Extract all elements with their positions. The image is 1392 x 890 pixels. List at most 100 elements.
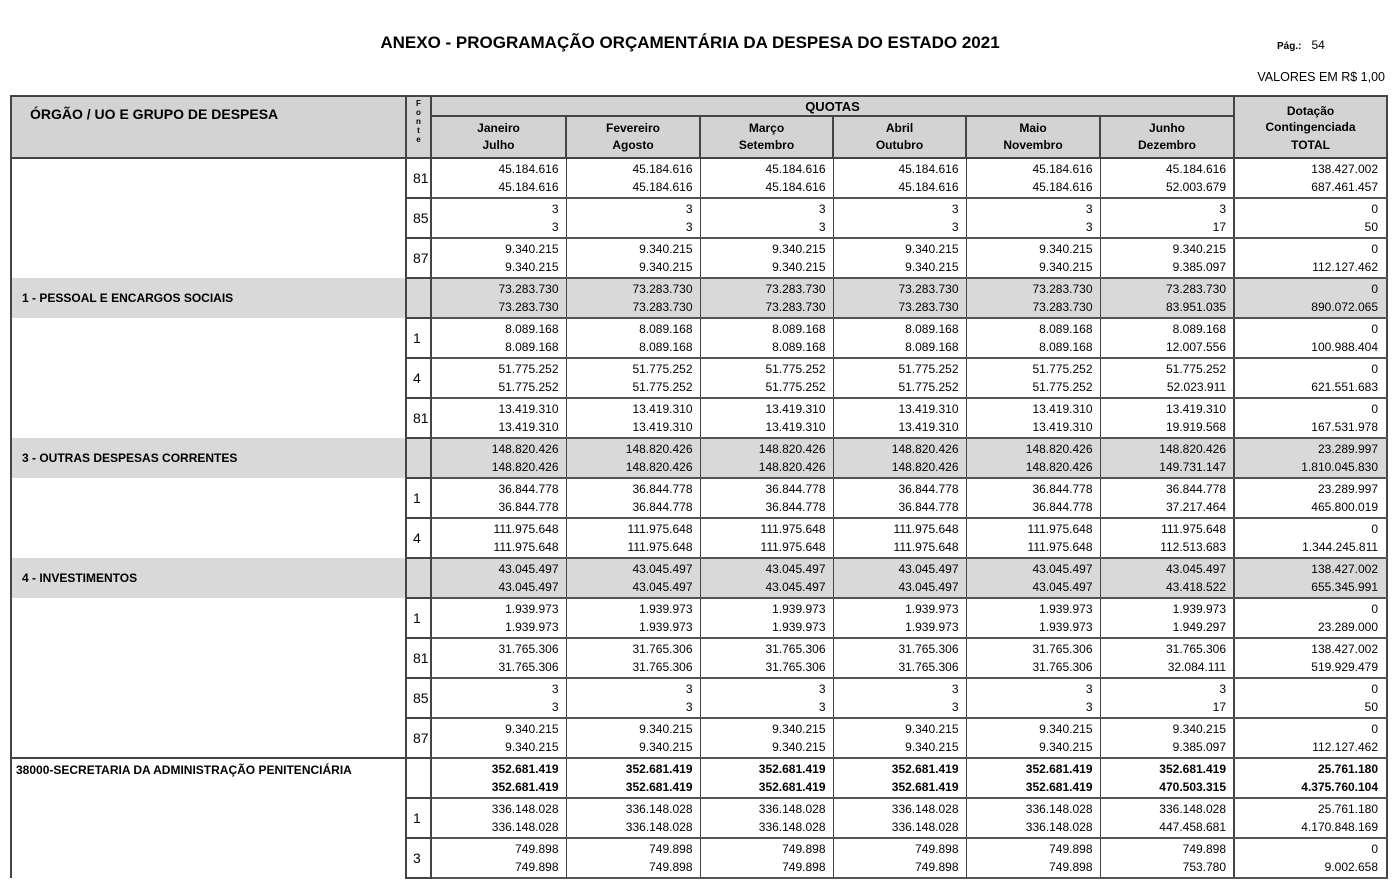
fonte-row: 1 36.844.778 36.844.778 36.844.778 36.844.77… — [10, 477, 1389, 519]
quota-second-half: 32.084.111 — [1167, 660, 1227, 674]
row-label — [10, 638, 406, 678]
quota-cell: 31.765.306 31.765.306 — [699, 638, 834, 679]
quota-first-half: 9.340.215 — [772, 722, 826, 736]
fonte-code: 85 — [405, 197, 432, 239]
quota-second-half: 73.283.730 — [765, 300, 826, 314]
quota-second-half: 1.949.297 — [1172, 620, 1227, 634]
fonte-code: 85 — [405, 677, 432, 719]
quota-first-half: 352.681.419 — [491, 762, 559, 776]
quota-second-half: 8.089.168 — [639, 340, 693, 354]
quota-second-half: 111.975.648 — [760, 540, 826, 554]
quota-cell: 36.844.778 36.844.778 — [965, 478, 1101, 519]
quota-cell: 352.681.419 352.681.419 — [430, 758, 567, 799]
quota-cell: 13.419.310 13.419.310 — [832, 398, 967, 439]
quota-second-half: 73.283.730 — [498, 300, 559, 314]
quota-cell: 9.340.215 9.340.215 — [832, 718, 967, 759]
quota-cell: 8.089.168 8.089.168 — [430, 318, 567, 359]
quota-first-half: 73.283.730 — [1165, 282, 1227, 296]
quota-first-half: 352.681.419 — [758, 762, 826, 776]
fonte-code: 87 — [405, 717, 432, 759]
quota-cell: 9.340.215 9.340.215 — [430, 238, 567, 279]
quota-first-half: 749.898 — [515, 842, 559, 856]
header-month-0: Janeiro Julho — [430, 115, 567, 159]
quota-second-half: 1.939.973 — [1039, 620, 1093, 634]
quota-cell: 36.844.778 36.844.778 — [832, 478, 967, 519]
quota-first-half: 1.939.973 — [505, 602, 559, 616]
quota-first-half: 3 — [551, 202, 559, 216]
quota-first-half: 43.045.497 — [1032, 562, 1093, 576]
quota-cell: 43.045.497 43.045.497 — [699, 558, 834, 599]
quota-second-half: 9.340.215 — [505, 260, 559, 274]
fonte-code: 3 — [405, 837, 432, 879]
quota-cell: 749.898 749.898 — [699, 838, 834, 879]
quota-first-half: 13.419.310 — [498, 402, 559, 416]
quota-second-half: 148.820.426 — [1025, 460, 1093, 474]
dotacao-value: 0 — [1371, 722, 1379, 736]
quota-cell: 9.340.215 9.385.097 — [1099, 718, 1235, 759]
quota-cell: 1.939.973 1.939.973 — [565, 598, 701, 639]
quota-second-half: 43.045.497 — [1032, 580, 1093, 594]
expense-group-row: 3 - OUTRAS DESPESAS CORRENTES 148.820.426… — [10, 437, 1389, 479]
quota-cell: 73.283.730 73.283.730 — [832, 278, 967, 319]
quota-cell: 8.089.168 8.089.168 — [699, 318, 834, 359]
quota-first-half: 148.820.426 — [1159, 442, 1227, 456]
quota-first-half: 111.975.648 — [493, 522, 559, 536]
quota-second-half: 36.844.778 — [898, 500, 959, 514]
header-org: ÓRGÃO / UO E GRUPO DE DESPESA — [10, 95, 407, 159]
quota-second-half: 9.385.097 — [1172, 260, 1227, 274]
total-value: 112.127.462 — [1312, 740, 1379, 754]
quota-cell: 336.148.028 447.458.681 — [1099, 798, 1235, 839]
quota-first-half: 51.775.252 — [1165, 362, 1227, 376]
quota-cell: 43.045.497 43.045.497 — [965, 558, 1101, 599]
quota-second-half: 1.939.973 — [639, 620, 693, 634]
quota-cell: 111.975.648 111.975.648 — [965, 518, 1101, 559]
dotacao-value: 0 — [1371, 242, 1379, 256]
quota-first-half: 43.045.497 — [898, 562, 959, 576]
quota-second-half: 3 — [818, 700, 826, 714]
quota-first-half: 51.775.252 — [1032, 362, 1093, 376]
quota-first-half: 45.184.616 — [765, 162, 826, 176]
fonte-code — [405, 437, 432, 479]
quota-cell: 3 17 — [1099, 198, 1235, 239]
quota-cell: 336.148.028 336.148.028 — [699, 798, 834, 839]
fonte-row: 1 1.939.973 1.939.973 1.939.973 1.939.973 1.9… — [10, 597, 1389, 639]
quota-cell: 51.775.252 51.775.252 — [430, 358, 567, 399]
quota-first-half: 3 — [1085, 202, 1093, 216]
quota-second-half: 31.765.306 — [765, 660, 826, 674]
quota-cell: 352.681.419 352.681.419 — [832, 758, 967, 799]
fonte-code: 1 — [405, 597, 432, 639]
quota-first-half: 3 — [685, 682, 693, 696]
quota-first-half: 36.844.778 — [1165, 482, 1227, 496]
quota-second-half: 36.844.778 — [498, 500, 559, 514]
quota-first-half: 31.765.306 — [898, 642, 959, 656]
dotacao-value: 0 — [1371, 202, 1379, 216]
total-cell: 0 50 — [1233, 678, 1389, 719]
quota-cell: 51.775.252 51.775.252 — [565, 358, 701, 399]
row-label — [10, 598, 406, 638]
quota-first-half: 36.844.778 — [765, 482, 826, 496]
quota-cell: 45.184.616 52.003.679 — [1099, 158, 1235, 199]
quota-second-half: 8.089.168 — [505, 340, 559, 354]
quota-cell: 36.844.778 36.844.778 — [699, 478, 834, 519]
quota-first-half: 43.045.497 — [632, 562, 693, 576]
quota-first-half: 749.898 — [1182, 842, 1227, 856]
total-cell: 0 100.988.404 — [1233, 318, 1389, 359]
total-value: 112.127.462 — [1312, 260, 1379, 274]
quota-cell: 73.283.730 83.951.035 — [1099, 278, 1235, 319]
quota-cell: 111.975.648 111.975.648 — [832, 518, 967, 559]
quota-first-half: 3 — [951, 202, 959, 216]
org-total-row: 38000-SECRETARIA DA ADMINISTRAÇÃO PENITE… — [10, 757, 1389, 799]
quota-second-half: 336.148.028 — [1025, 820, 1093, 834]
quota-cell: 13.419.310 13.419.310 — [965, 398, 1101, 439]
quota-cell: 43.045.497 43.045.497 — [430, 558, 567, 599]
quota-first-half: 148.820.426 — [1025, 442, 1093, 456]
quota-second-half: 148.820.426 — [758, 460, 826, 474]
quota-first-half: 148.820.426 — [891, 442, 959, 456]
quota-second-half: 9.340.215 — [905, 260, 959, 274]
page-number: 54 — [1311, 38, 1325, 52]
